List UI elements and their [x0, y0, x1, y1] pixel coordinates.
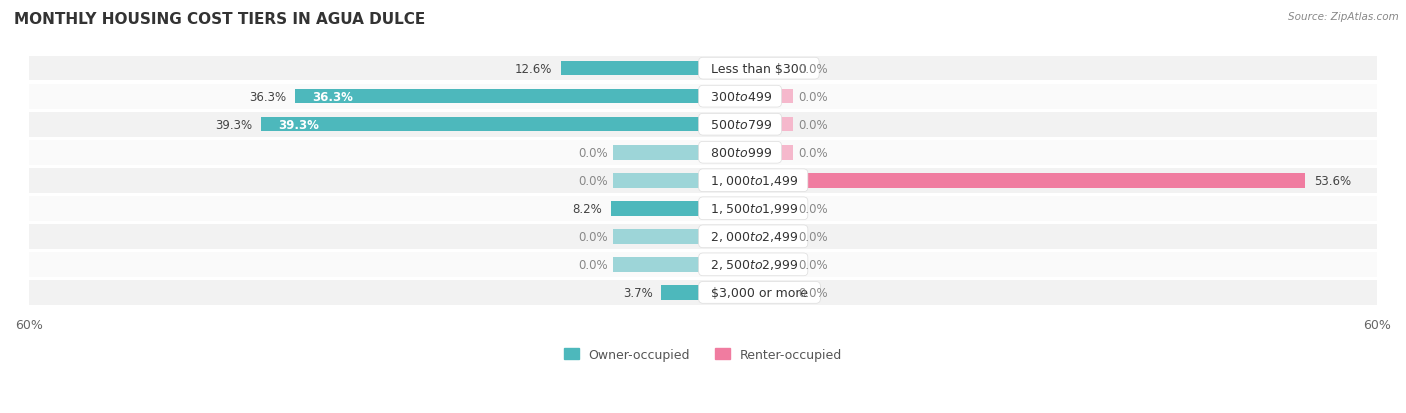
Bar: [30, 280, 1376, 305]
Bar: [703, 173, 1305, 188]
Text: 0.0%: 0.0%: [799, 90, 828, 103]
Bar: [30, 252, 1376, 277]
Bar: [262, 118, 703, 132]
Text: Less than $300: Less than $300: [703, 62, 814, 76]
Text: 3.7%: 3.7%: [623, 286, 652, 299]
Bar: [30, 113, 1376, 137]
Text: 0.0%: 0.0%: [799, 119, 828, 131]
Bar: [610, 202, 703, 216]
Bar: [30, 57, 1376, 81]
Bar: [703, 230, 793, 244]
Bar: [613, 146, 703, 160]
Text: 0.0%: 0.0%: [799, 146, 828, 159]
Bar: [613, 173, 703, 188]
Text: 0.0%: 0.0%: [578, 174, 607, 188]
Text: 0.0%: 0.0%: [578, 230, 607, 243]
Bar: [703, 118, 793, 132]
Text: 36.3%: 36.3%: [249, 90, 287, 103]
Bar: [661, 285, 703, 300]
Bar: [561, 62, 703, 76]
Text: $800 to $999: $800 to $999: [703, 146, 778, 159]
Text: $1,000 to $1,499: $1,000 to $1,499: [703, 174, 803, 188]
Text: Source: ZipAtlas.com: Source: ZipAtlas.com: [1288, 12, 1399, 22]
Text: MONTHLY HOUSING COST TIERS IN AGUA DULCE: MONTHLY HOUSING COST TIERS IN AGUA DULCE: [14, 12, 425, 27]
Bar: [295, 90, 703, 104]
Text: 0.0%: 0.0%: [578, 146, 607, 159]
Bar: [30, 197, 1376, 221]
Bar: [30, 140, 1376, 165]
Text: 53.6%: 53.6%: [1315, 174, 1351, 188]
Text: 8.2%: 8.2%: [572, 202, 602, 215]
Bar: [703, 285, 793, 300]
Bar: [613, 230, 703, 244]
Text: $2,000 to $2,499: $2,000 to $2,499: [703, 230, 803, 244]
Text: $1,500 to $1,999: $1,500 to $1,999: [703, 202, 803, 216]
Text: $300 to $499: $300 to $499: [703, 90, 778, 103]
Text: 0.0%: 0.0%: [799, 286, 828, 299]
Text: 0.0%: 0.0%: [799, 62, 828, 76]
Text: $3,000 or more: $3,000 or more: [703, 286, 815, 299]
Bar: [703, 202, 793, 216]
Bar: [30, 85, 1376, 109]
Bar: [703, 90, 793, 104]
Text: 39.3%: 39.3%: [215, 119, 253, 131]
Bar: [30, 224, 1376, 249]
Bar: [703, 257, 793, 272]
Text: $2,500 to $2,999: $2,500 to $2,999: [703, 258, 803, 272]
Text: 12.6%: 12.6%: [515, 62, 553, 76]
Text: 39.3%: 39.3%: [278, 119, 319, 131]
Text: $500 to $799: $500 to $799: [703, 119, 778, 131]
Bar: [703, 146, 793, 160]
Legend: Owner-occupied, Renter-occupied: Owner-occupied, Renter-occupied: [558, 343, 848, 366]
Bar: [613, 257, 703, 272]
Text: 36.3%: 36.3%: [312, 90, 353, 103]
Bar: [703, 62, 793, 76]
Text: 0.0%: 0.0%: [799, 230, 828, 243]
Text: 0.0%: 0.0%: [799, 202, 828, 215]
Text: 0.0%: 0.0%: [578, 258, 607, 271]
Text: 0.0%: 0.0%: [799, 258, 828, 271]
Bar: [30, 169, 1376, 193]
